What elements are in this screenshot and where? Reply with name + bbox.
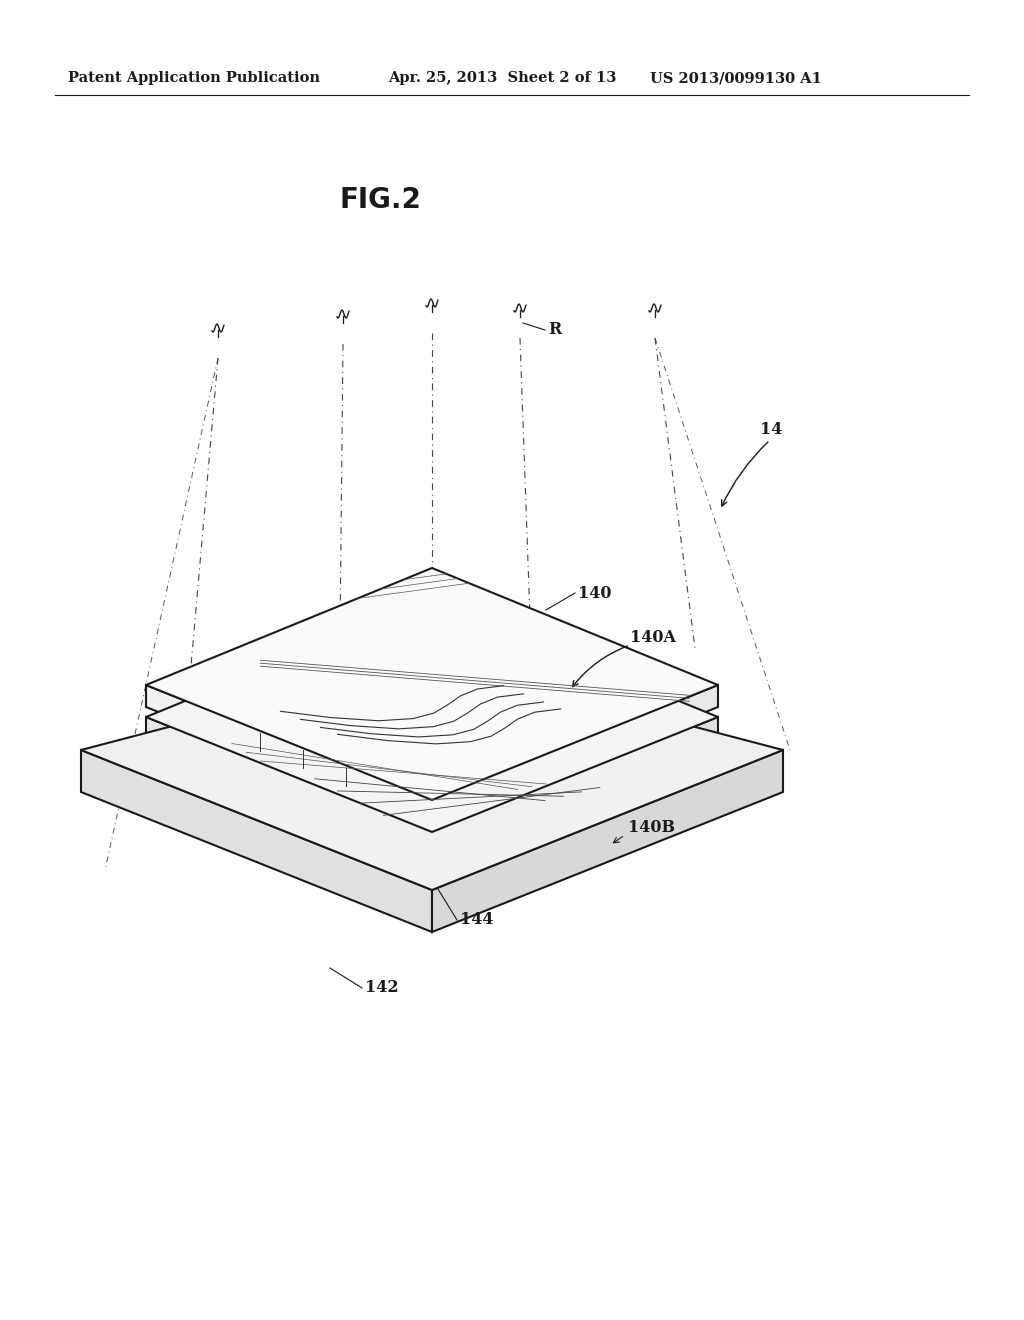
Text: Apr. 25, 2013  Sheet 2 of 13: Apr. 25, 2013 Sheet 2 of 13 [388, 71, 616, 84]
Text: 144: 144 [460, 912, 494, 928]
Polygon shape [432, 750, 783, 932]
Polygon shape [146, 685, 432, 822]
Text: FIG.2: FIG.2 [339, 186, 421, 214]
Polygon shape [81, 657, 783, 890]
Polygon shape [81, 750, 432, 932]
Text: R: R [548, 322, 561, 338]
Text: US 2013/0099130 A1: US 2013/0099130 A1 [650, 71, 822, 84]
Text: 142: 142 [365, 979, 398, 997]
Text: 14: 14 [760, 421, 782, 438]
Text: 140A: 140A [630, 628, 676, 645]
Polygon shape [146, 717, 432, 882]
Text: 140: 140 [578, 585, 611, 602]
Text: 140B: 140B [628, 820, 675, 837]
Text: Patent Application Publication: Patent Application Publication [68, 71, 319, 84]
Polygon shape [146, 601, 718, 832]
Polygon shape [146, 568, 718, 800]
Polygon shape [432, 717, 718, 882]
Polygon shape [432, 685, 718, 822]
